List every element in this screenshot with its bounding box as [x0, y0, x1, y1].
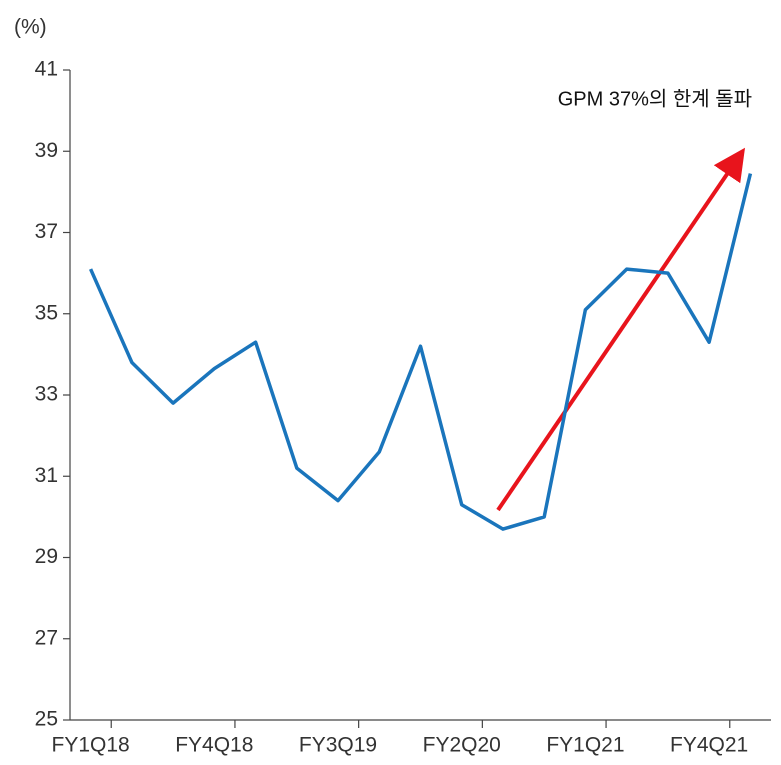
y-tick-label: 31 — [35, 464, 58, 487]
annotation: GPM 37%의 한계 돌파 — [558, 87, 752, 110]
x-tick-label: FY1Q18 — [52, 734, 130, 757]
trend-arrow — [496, 147, 746, 512]
y-tick-label: 33 — [35, 383, 58, 406]
y-tick-label: 35 — [35, 301, 58, 324]
y-tick-label: 27 — [35, 626, 58, 649]
y-tick-label: 41 — [35, 58, 58, 81]
y-tick-label: 29 — [35, 545, 58, 568]
x-tick-label: FY3Q19 — [299, 734, 377, 757]
series-line — [88, 173, 753, 531]
y-tick-label: 37 — [35, 220, 58, 243]
x-tick-label: FY4Q18 — [175, 734, 253, 757]
y-unit-label: (%) — [14, 16, 47, 39]
x-tick-label: FY1Q21 — [546, 734, 624, 757]
y-tick-label: 39 — [35, 139, 58, 162]
y-tick-label: 25 — [35, 708, 58, 731]
x-tick-label: FY2Q20 — [423, 734, 501, 757]
x-tick-label: FY4Q21 — [670, 734, 748, 757]
